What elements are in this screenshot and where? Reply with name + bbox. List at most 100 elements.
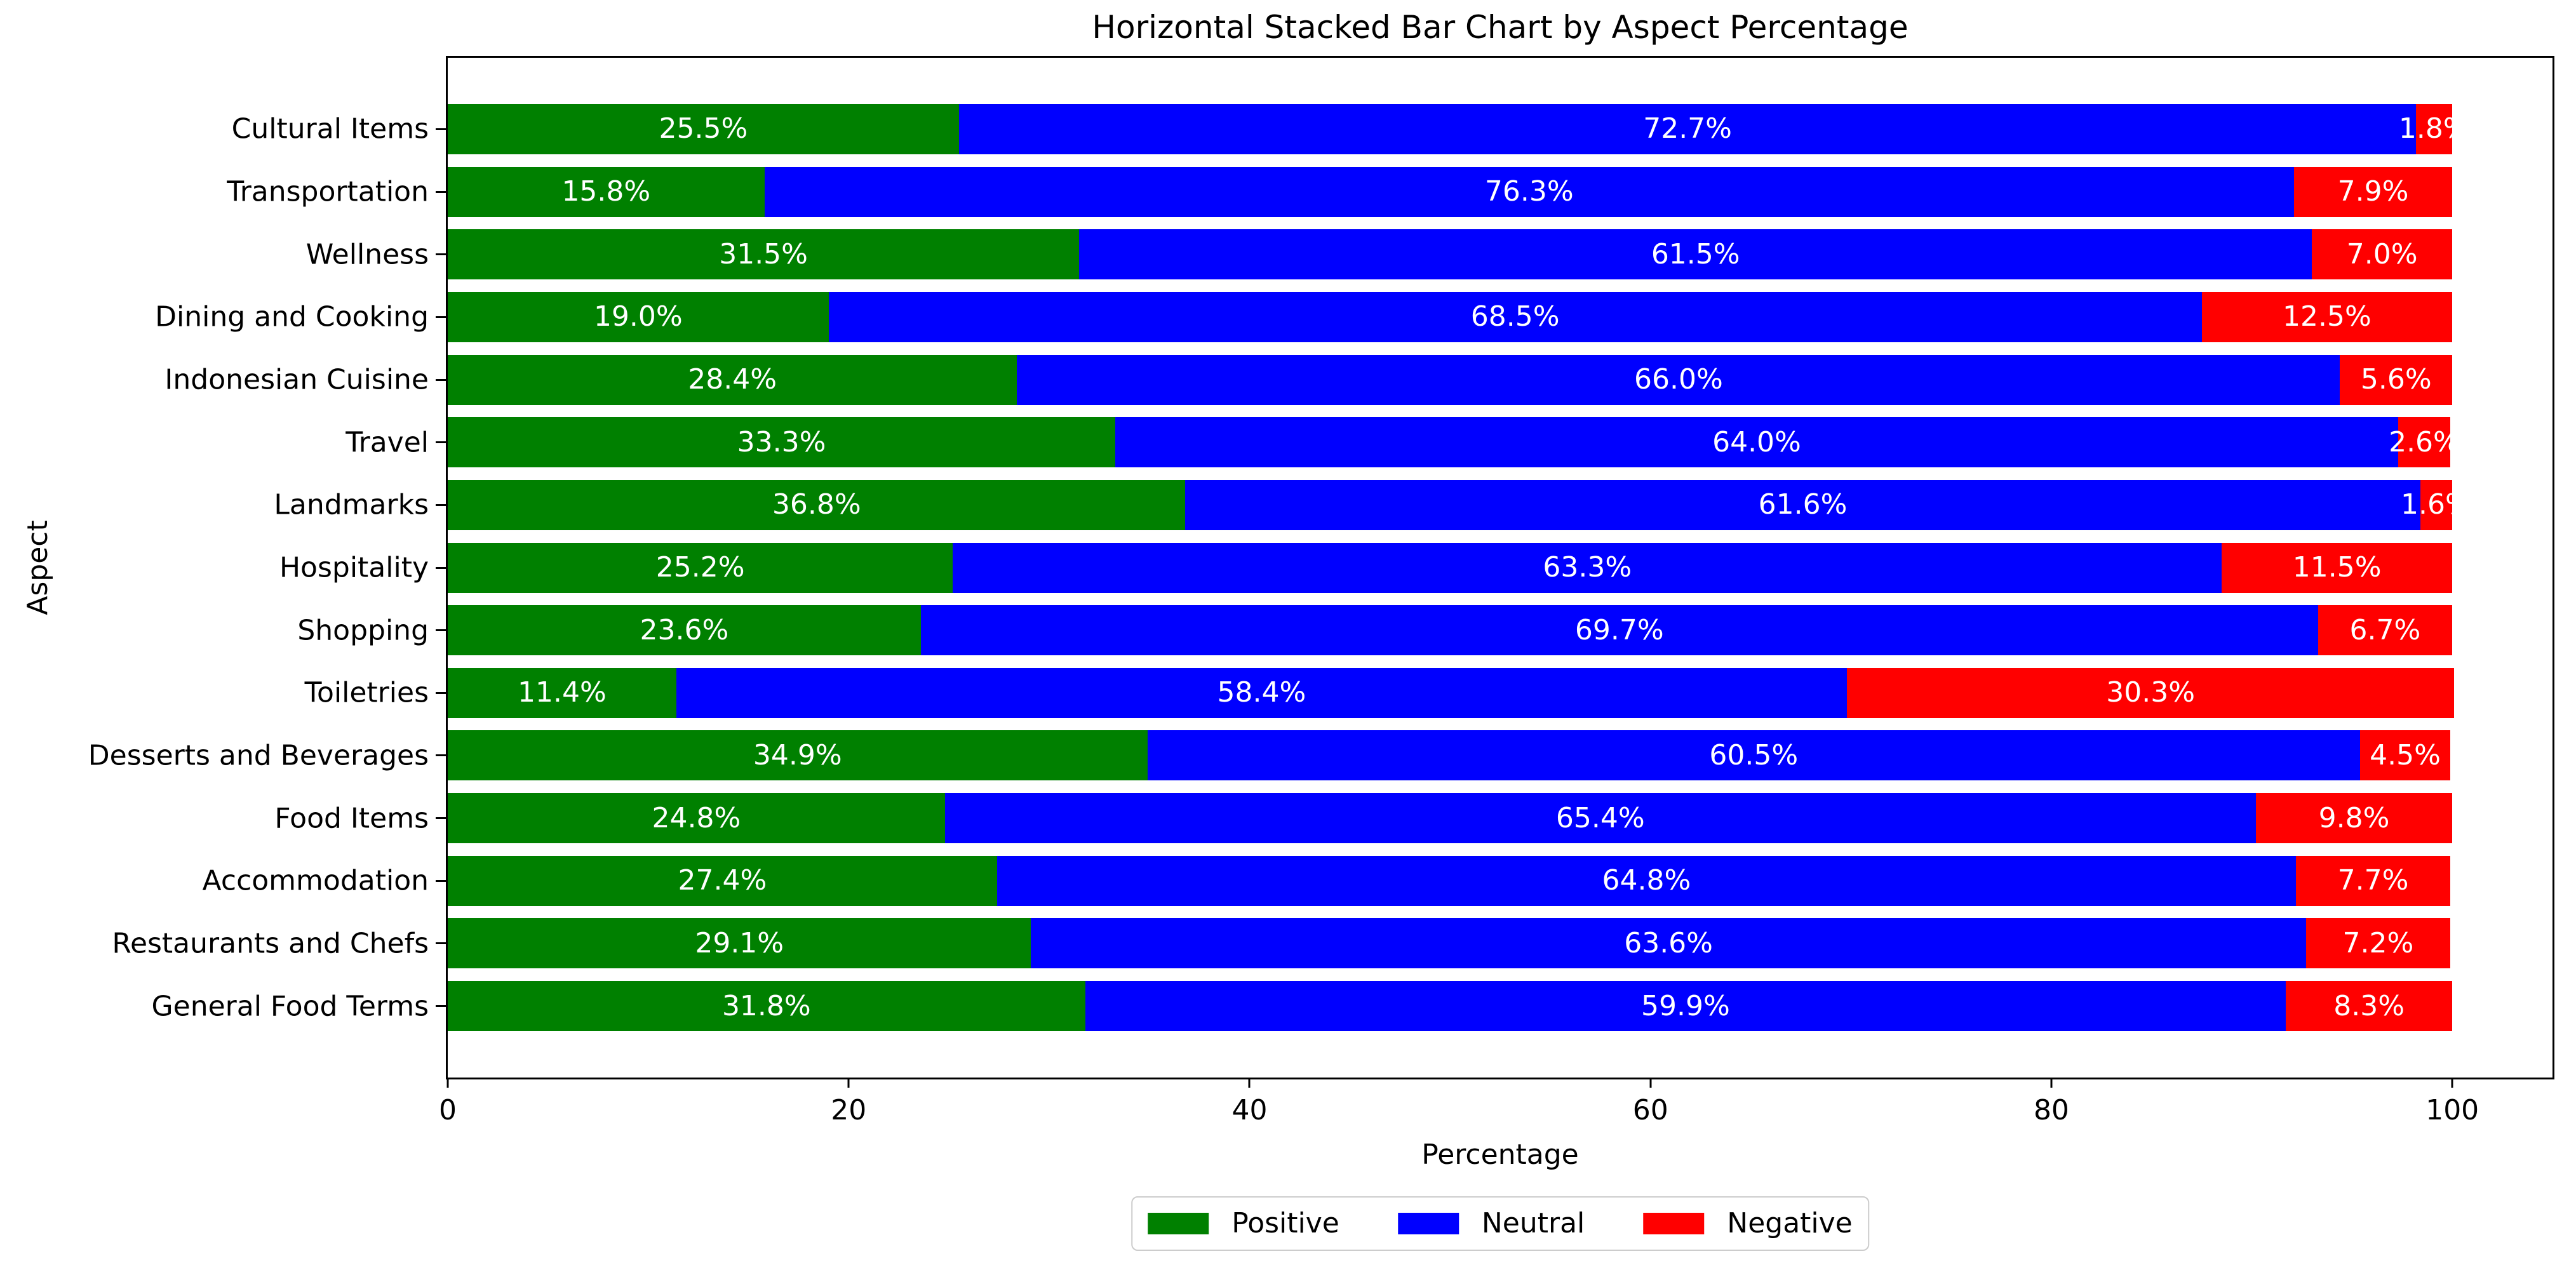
bar-segment-negative: 1.8% (2399, 103, 2470, 154)
bar-value-label: 7.0% (2346, 237, 2418, 270)
bar-segment-neutral: 58.4% (676, 667, 1847, 718)
bar-row: 28.4% 66.0% 5.6% (448, 354, 2453, 405)
y-tick-mark (436, 1005, 446, 1008)
bar-segment-negative: 2.6% (2389, 417, 2460, 468)
bar-segment-negative: 7.7% (2295, 855, 2450, 906)
legend: Positive Neutral Negative (1131, 1196, 1869, 1251)
bar-segment-neutral: 61.5% (1079, 229, 2312, 280)
y-tick-label: Landmarks (274, 488, 429, 521)
bar-segment-positive: 31.8% (448, 981, 1085, 1032)
y-tick-mark (436, 190, 446, 193)
y-tick-label: Cultural Items (231, 112, 429, 145)
bar-segment-positive: 33.3% (448, 417, 1115, 468)
bar-segment-negative: 8.3% (2286, 981, 2453, 1032)
bar-segment-neutral: 76.3% (764, 166, 2294, 217)
bar-row: 36.8% 61.6% 1.6% (448, 479, 2472, 530)
bar-value-label: 25.2% (655, 551, 745, 584)
bar-row: 31.8% 59.9% 8.3% (448, 981, 2453, 1032)
x-tick-mark (446, 1078, 449, 1088)
legend-item-neutral: Neutral (1397, 1210, 1585, 1238)
bar-value-label: 30.3% (2106, 676, 2196, 709)
bar-value-label: 33.3% (737, 425, 826, 458)
legend-swatch-neutral (1397, 1213, 1459, 1234)
bar-segment-positive: 27.4% (448, 855, 997, 906)
bar-row: 27.4% 64.8% 7.7% (448, 855, 2450, 906)
y-tick-mark (436, 378, 446, 381)
bar-row: 31.5% 61.5% 7.0% (448, 229, 2453, 280)
y-tick-label: Restaurants and Chefs (112, 927, 429, 960)
bar-row: 25.2% 63.3% 11.5% (448, 542, 2453, 593)
bar-segment-neutral: 72.7% (958, 103, 2417, 154)
bar-value-label: 23.6% (640, 613, 729, 646)
bar-segment-positive: 19.0% (448, 291, 829, 342)
x-tick-label: 0 (439, 1094, 457, 1126)
y-tick-label: Hospitality (279, 551, 429, 584)
bar-value-label: 19.0% (593, 300, 683, 333)
legend-item-positive: Positive (1148, 1210, 1339, 1238)
legend-item-negative: Negative (1643, 1207, 1853, 1239)
y-tick-label: Wellness (305, 238, 429, 271)
bar-segment-neutral: 60.5% (1147, 730, 2360, 781)
bar-segment-positive: 29.1% (448, 918, 1031, 969)
bar-value-label: 61.5% (1651, 237, 1740, 270)
bar-value-label: 6.7% (2349, 613, 2421, 646)
bar-value-label: 7.9% (2337, 175, 2409, 208)
bar-segment-positive: 34.9% (448, 730, 1148, 781)
bar-segment-neutral: 61.6% (1185, 479, 2420, 530)
bar-row: 11.4% 58.4% 30.3% (448, 667, 2455, 718)
bar-segment-negative: 7.0% (2312, 229, 2453, 280)
bar-value-label: 69.7% (1574, 613, 1664, 646)
y-tick-mark (436, 566, 446, 569)
y-tick-label: Accommodation (202, 864, 429, 897)
bar-segment-positive: 31.5% (448, 229, 1080, 280)
legend-swatch-positive (1148, 1213, 1209, 1234)
bar-row: 15.8% 76.3% 7.9% (448, 166, 2453, 217)
bar-value-label: 36.8% (772, 488, 861, 521)
y-tick-mark (436, 691, 446, 694)
bar-row: 34.9% 60.5% 4.5% (448, 730, 2450, 781)
bar-value-label: 72.7% (1643, 112, 1732, 145)
y-tick-label: Indonesian Cuisine (164, 363, 429, 396)
bar-segment-positive: 11.4% (448, 667, 676, 718)
x-tick-label: 100 (2425, 1094, 2479, 1126)
y-tick-label: Travel (345, 426, 429, 459)
bar-value-label: 28.4% (688, 363, 777, 396)
legend-swatch-negative (1643, 1213, 1705, 1234)
y-tick-label: General Food Terms (151, 990, 429, 1023)
bar-segment-negative: 7.2% (2305, 918, 2450, 969)
bar-value-label: 60.5% (1709, 738, 1799, 771)
bar-value-label: 61.6% (1758, 488, 1848, 521)
legend-label-negative: Negative (1727, 1207, 1853, 1239)
bar-value-label: 76.3% (1484, 175, 1574, 208)
x-tick-label: 80 (2033, 1094, 2069, 1126)
y-tick-mark (436, 128, 446, 130)
bar-value-label: 31.5% (719, 237, 808, 270)
y-tick-mark (436, 316, 446, 318)
y-tick-label: Shopping (297, 614, 429, 647)
bar-value-label: 66.0% (1633, 363, 1723, 396)
x-tick-mark (847, 1078, 850, 1088)
bar-segment-positive: 24.8% (448, 793, 945, 844)
y-tick-mark (436, 817, 446, 820)
bar-segment-positive: 23.6% (448, 605, 921, 656)
bar-row: 19.0% 68.5% 12.5% (448, 291, 2453, 342)
bar-value-label: 59.9% (1641, 989, 1730, 1022)
bar-segment-positive: 25.2% (448, 542, 953, 593)
y-tick-mark (436, 879, 446, 882)
bar-segment-negative: 1.6% (2401, 479, 2472, 530)
bar-value-label: 7.7% (2337, 864, 2409, 897)
bar-segment-negative: 30.3% (1847, 667, 2455, 718)
y-tick-mark (436, 629, 446, 632)
y-tick-label: Dining and Cooking (155, 300, 429, 333)
bar-segment-negative: 12.5% (2201, 291, 2453, 342)
y-tick-label: Toiletries (304, 676, 429, 709)
bar-row: 23.6% 69.7% 6.7% (448, 605, 2453, 656)
bar-row: 33.3% 64.0% 2.6% (448, 417, 2460, 468)
y-axis-label: Aspect (22, 520, 54, 615)
y-tick-mark (436, 942, 446, 945)
x-tick-label: 20 (831, 1094, 867, 1126)
bar-value-label: 68.5% (1470, 300, 1560, 333)
bar-row: 24.8% 65.4% 9.8% (448, 793, 2453, 844)
chart-title: Horizontal Stacked Bar Chart by Aspect P… (1092, 9, 1909, 46)
legend-label-positive: Positive (1231, 1207, 1339, 1239)
